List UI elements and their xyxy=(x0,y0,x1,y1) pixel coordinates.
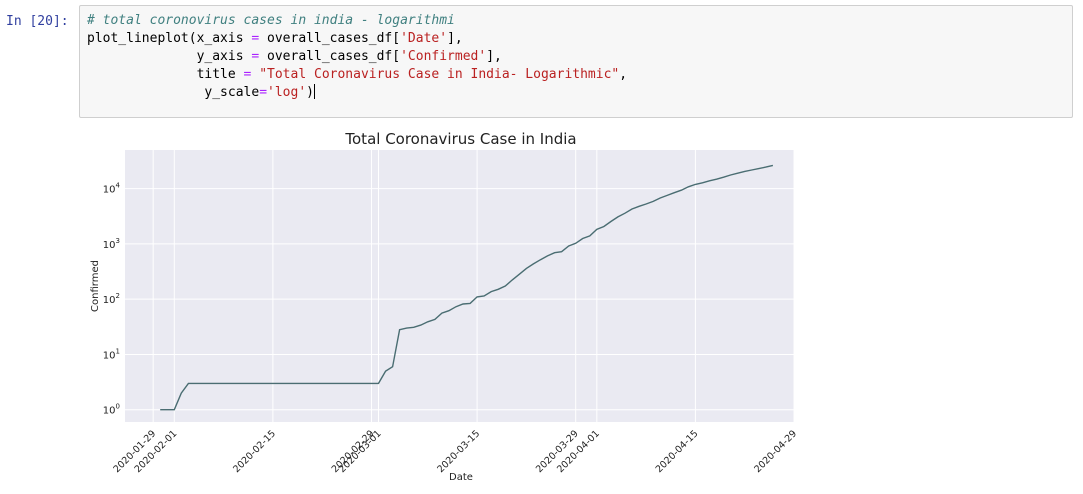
code-operator: = xyxy=(251,31,260,46)
code-string: "Total Coronavirus Case in India- Logari… xyxy=(259,67,620,82)
y-tick-label: 104 xyxy=(103,182,121,196)
code-text: ], xyxy=(486,49,502,64)
y-tick-label: 100 xyxy=(103,403,120,417)
code-text: ], xyxy=(447,31,463,46)
code-text: , xyxy=(619,67,628,82)
code-comment: # total coronovirus cases in india - log… xyxy=(87,13,455,28)
y-tick-label: 103 xyxy=(103,237,120,251)
code-operator: = xyxy=(259,85,268,100)
output-line-chart: Total Coronavirus Case in India 2020-01-… xyxy=(90,130,799,483)
code-string: 'Confirmed' xyxy=(400,49,487,64)
x-tick-label: 2020-02-15 xyxy=(231,428,278,475)
code-string: 'log' xyxy=(267,85,307,100)
x-axis-label: Date xyxy=(449,472,473,483)
cell-prompt: In [20]: xyxy=(6,14,69,29)
code-string: 'Date' xyxy=(400,31,448,46)
series-line-confirmed xyxy=(160,164,774,411)
code-text: title xyxy=(87,67,244,82)
code-text: y_axis xyxy=(87,49,252,64)
x-tick-label: 2020-04-15 xyxy=(654,428,701,475)
code-text: plot_lineplot(x_axis xyxy=(87,31,252,46)
y-axis-label: Confirmed xyxy=(90,260,101,312)
code-operator: = xyxy=(243,67,252,82)
code-text: overall_cases_df[ xyxy=(259,49,401,64)
gridlines xyxy=(125,150,795,422)
code-text: ) xyxy=(306,85,314,100)
y-tick-label: 101 xyxy=(103,347,120,361)
code-text: y_scale xyxy=(87,85,260,100)
code-operator: = xyxy=(251,49,260,64)
x-tick-label: 2020-03-01 xyxy=(337,428,384,475)
y-axis-ticks: 100 101 102 103 104 xyxy=(103,182,121,417)
code-cell-input[interactable]: # total coronovirus cases in india - log… xyxy=(79,5,1073,118)
x-tick-label: 2020-04-29 xyxy=(752,428,799,475)
chart-title: Total Coronavirus Case in India xyxy=(344,130,576,148)
text-cursor xyxy=(313,84,315,99)
x-tick-label: 2020-03-15 xyxy=(435,428,482,475)
y-tick-label: 102 xyxy=(103,292,120,306)
code-editor[interactable]: # total coronovirus cases in india - log… xyxy=(87,12,627,102)
plot-area xyxy=(125,150,794,422)
code-text: overall_cases_df[ xyxy=(259,31,401,46)
